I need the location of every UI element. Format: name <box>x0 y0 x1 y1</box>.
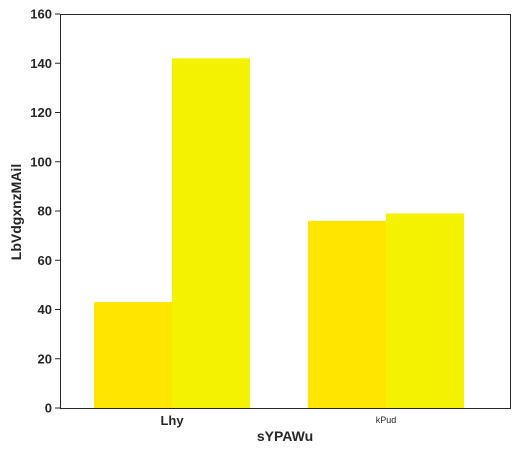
bars-layer <box>94 58 464 408</box>
y-tick-label: 60 <box>38 253 52 268</box>
y-tick-label: 80 <box>38 204 52 219</box>
bar-Lhy-series-2 <box>172 58 250 408</box>
plot-frame <box>60 14 511 409</box>
x-axis-ticks: Lhy kPud <box>160 413 396 428</box>
y-tick-label: 0 <box>45 401 52 416</box>
bar-kPud-series-1 <box>308 220 386 408</box>
y-tick-label: 140 <box>30 56 52 71</box>
bar-Lhy-series-1 <box>94 302 172 408</box>
y-tick-label: 100 <box>30 154 52 169</box>
y-tick-label: 20 <box>38 351 52 366</box>
x-tick-label: kPud <box>376 415 397 425</box>
y-axis-ticks: 0 20 40 60 80 100 120 140 160 <box>30 7 60 416</box>
x-axis-title: sYPAWu <box>257 428 313 444</box>
x-tick-label: Lhy <box>160 413 184 428</box>
bar-kPud-series-2 <box>386 213 464 408</box>
y-axis-title: LbVdgxnzMAil <box>8 164 24 260</box>
y-tick-label: 40 <box>38 302 52 317</box>
y-tick-label: 160 <box>30 7 52 22</box>
y-tick-label: 120 <box>30 105 52 120</box>
